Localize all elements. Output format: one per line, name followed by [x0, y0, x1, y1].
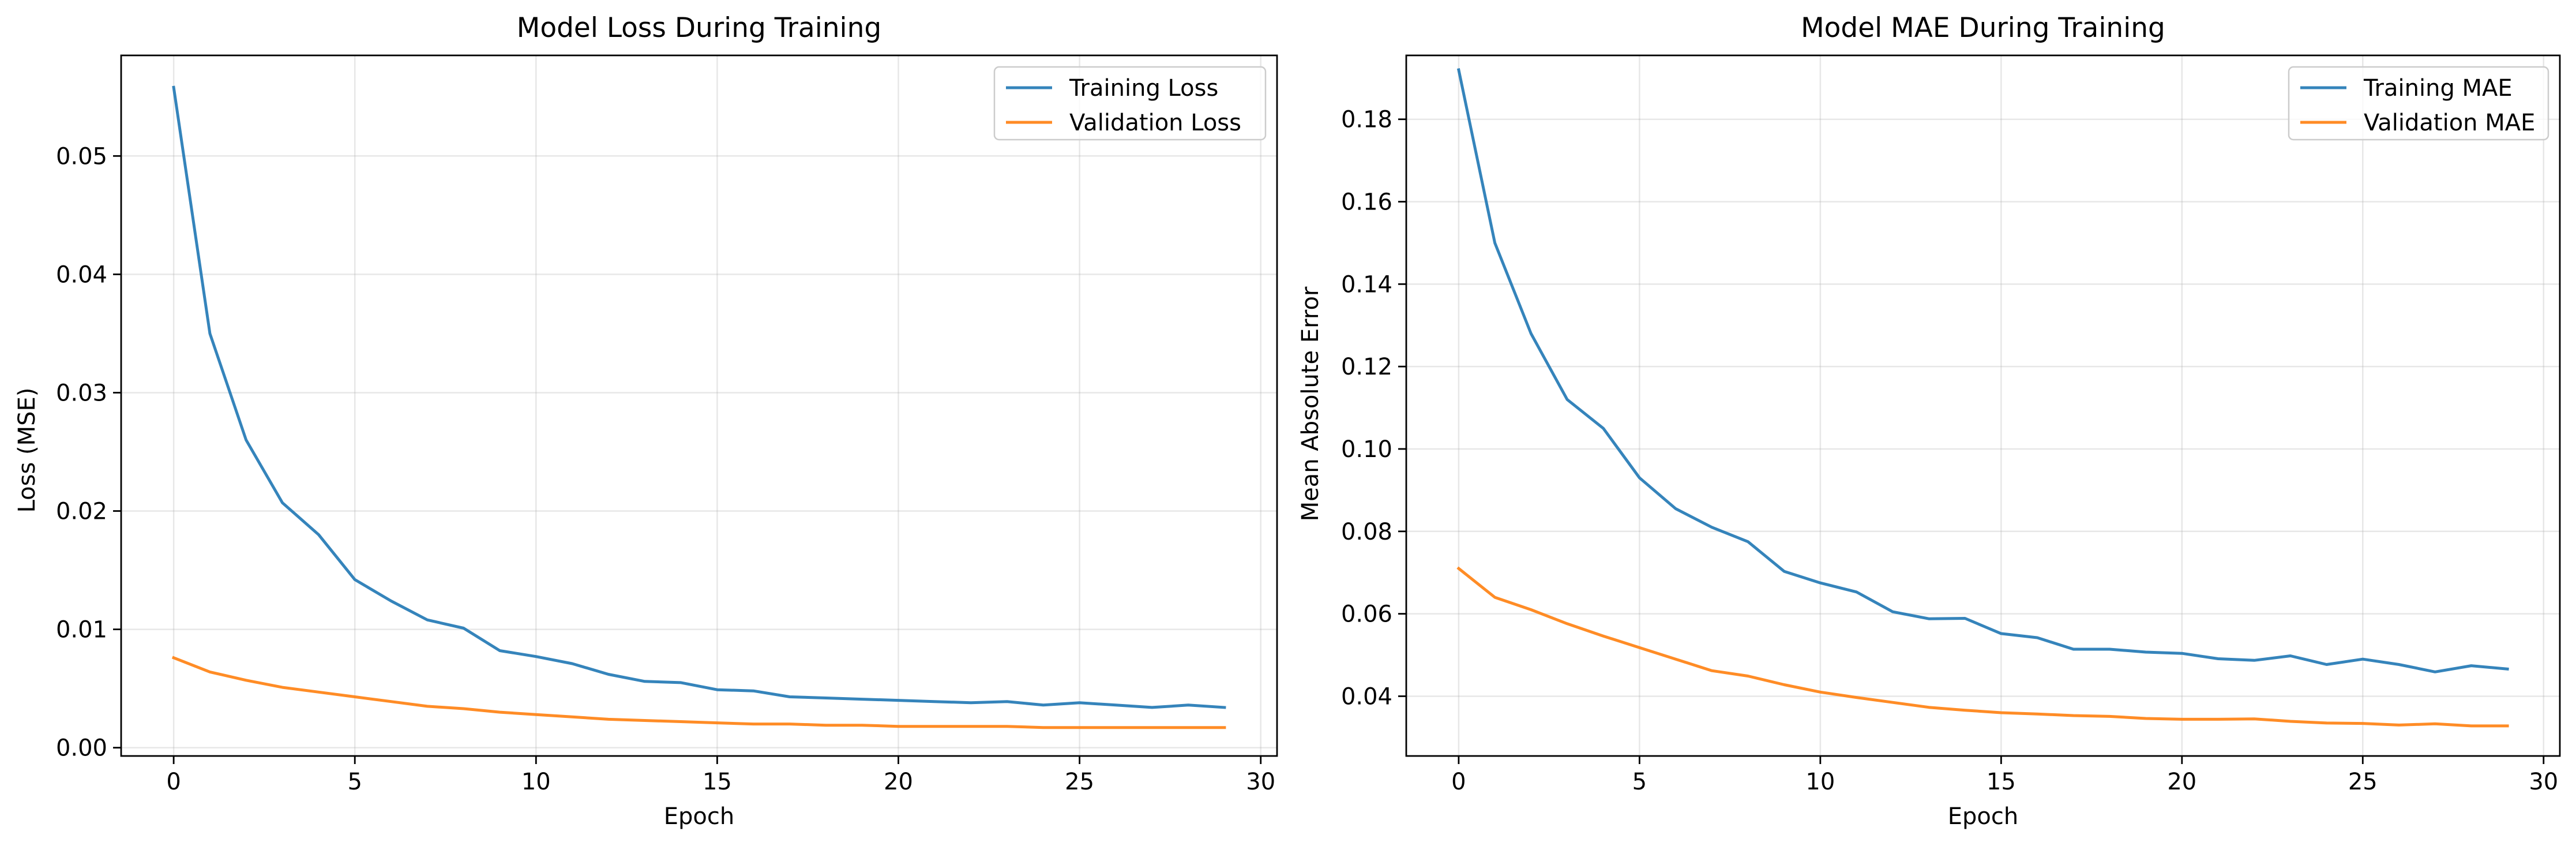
loss-chart-xtick-label: 15	[703, 769, 732, 795]
mae-chart-xtick-label: 10	[1805, 769, 1835, 795]
loss-chart-grid	[121, 55, 1277, 756]
mae-chart-ytick-label: 0.06	[1341, 601, 1392, 628]
mae-chart-ytick-label: 0.12	[1341, 354, 1392, 380]
mae-chart-series	[1456, 68, 2509, 728]
loss-chart-ytick-label: 0.05	[56, 143, 107, 170]
loss-chart-xlabel: Epoch	[664, 803, 734, 830]
training-mae-line	[1456, 68, 2509, 673]
validation-mae-line	[1456, 566, 2509, 728]
mae-chart-ytick-label: 0.16	[1341, 189, 1392, 216]
training-mae-legend-label: Training MAE	[2363, 75, 2513, 102]
mae-chart-frame	[1405, 54, 2561, 757]
loss-chart-ytick-label: 0.01	[56, 617, 107, 643]
mae-chart-ytick-label: 0.18	[1341, 107, 1392, 133]
mae-chart-xtick-label: 20	[2167, 769, 2196, 795]
loss-chart-ytick-label: 0.02	[56, 499, 107, 525]
loss-chart-legend-box	[993, 66, 1267, 141]
mae-chart-ytick-label: 0.14	[1341, 271, 1392, 298]
mae-chart-xtick-label: 15	[1987, 769, 2016, 795]
loss-chart-ytick-label: 0.03	[56, 380, 107, 406]
mae-chart: Model MAE During Training Epoch Mean Abs…	[1297, 12, 2561, 830]
loss-chart-xtick-label: 5	[347, 769, 362, 795]
validation-loss-line	[171, 656, 1226, 729]
mae-chart-grid	[1406, 55, 2560, 756]
mae-chart-ytick-label: 0.04	[1341, 683, 1392, 710]
loss-chart-xtick-label: 20	[884, 769, 913, 795]
training-loss-legend-label: Training Loss	[1069, 75, 1218, 102]
mae-chart-ytick-label: 0.08	[1341, 519, 1392, 545]
loss-chart-xtick-label: 10	[521, 769, 551, 795]
mae-chart-xtick-label: 30	[2529, 769, 2558, 795]
mae-chart-ylabel: Mean Absolute Error	[1297, 286, 1324, 521]
loss-chart-frame	[120, 54, 1278, 757]
loss-chart: Model Loss During Training Epoch Loss (M…	[14, 12, 1278, 830]
mae-chart-legend: Training MAE Validation MAE	[2288, 66, 2549, 141]
loss-chart-xtick-label: 25	[1065, 769, 1094, 795]
loss-chart-xtick-label: 0	[166, 769, 181, 795]
mae-chart-ytick-label: 0.10	[1341, 436, 1392, 463]
mae-chart-xtick-label: 0	[1451, 769, 1466, 795]
loss-chart-ticks: 0 5 10 15 20 25 30 0.00 0.01 0.02 0.03 0.04 0.05	[56, 143, 1275, 795]
loss-chart-series	[171, 85, 1226, 729]
loss-chart-ytick-label: 0.04	[56, 261, 107, 288]
training-loss-line	[172, 85, 1226, 709]
loss-chart-xtick-label: 30	[1246, 769, 1275, 795]
loss-chart-ytick-label: 0.00	[56, 735, 107, 762]
mae-chart-ticks: 0 5 10 15 20 25 30 0.04 0.06 0.08 0.10 0.12 0.14 0.16…	[1341, 107, 2558, 795]
validation-loss-legend-label: Validation Loss	[1069, 110, 1241, 136]
mae-chart-xlabel: Epoch	[1948, 803, 2018, 830]
loss-chart-ylabel: Loss (MSE)	[14, 388, 40, 513]
mae-chart-xtick-label: 25	[2348, 769, 2378, 795]
validation-mae-legend-label: Validation MAE	[2364, 110, 2535, 136]
loss-chart-title: Model Loss During Training	[517, 12, 881, 44]
mae-chart-title: Model MAE During Training	[1801, 12, 2165, 44]
loss-chart-legend: Training Loss Validation Loss	[993, 66, 1267, 141]
mae-chart-xtick-label: 5	[1632, 769, 1647, 795]
mae-chart-legend-box	[2288, 66, 2549, 141]
